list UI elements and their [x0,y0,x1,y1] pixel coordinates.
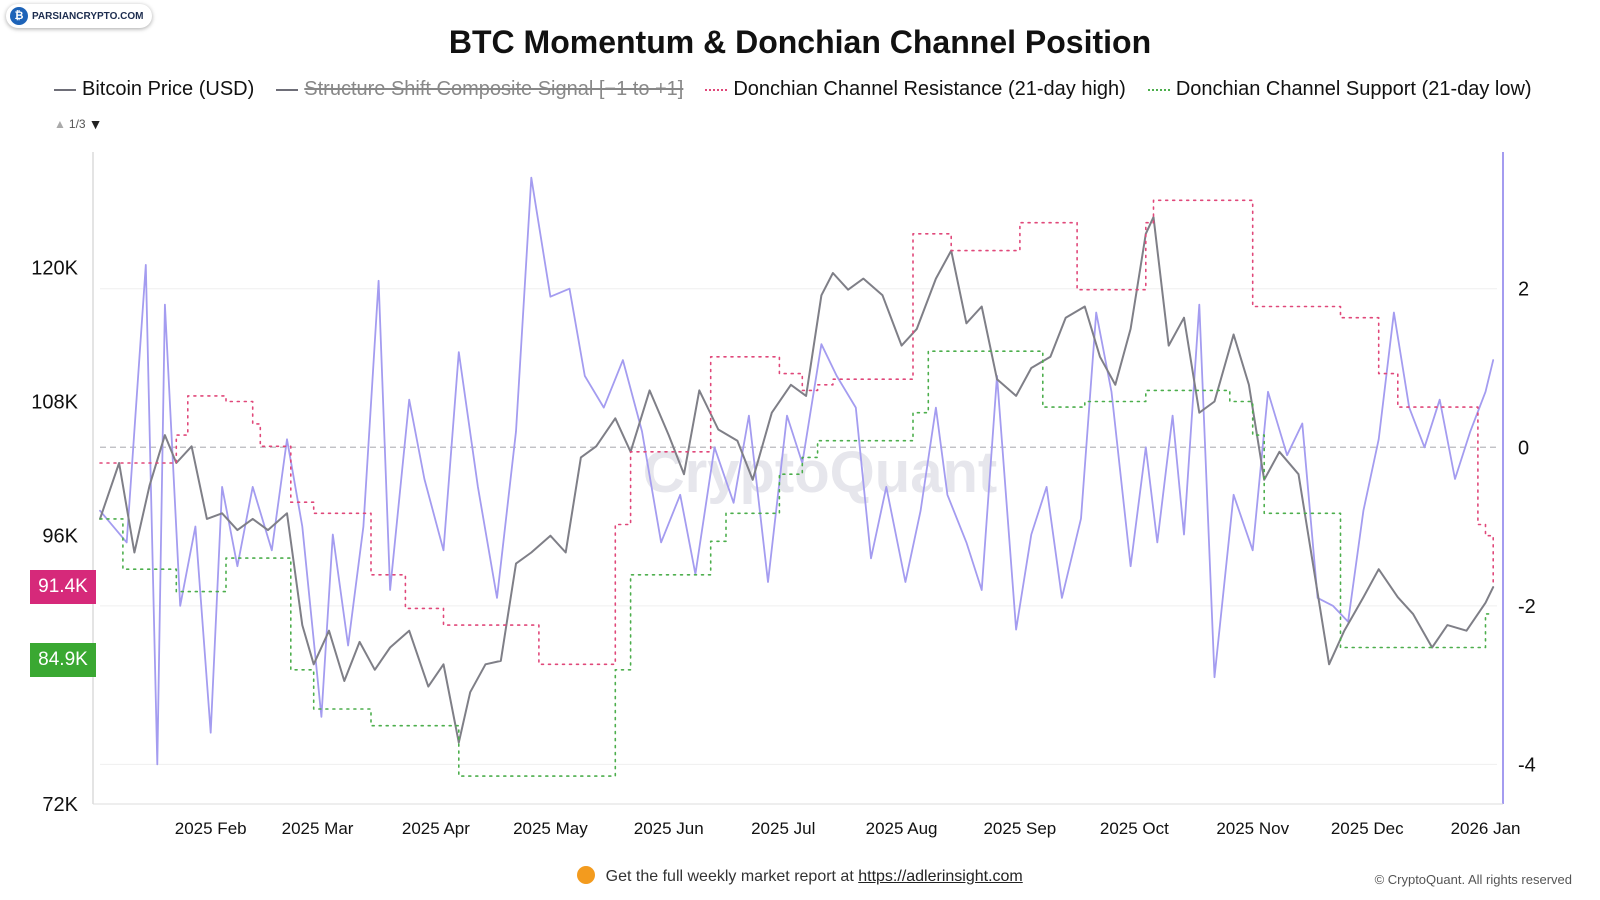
legend-item-price[interactable]: Bitcoin Price (USD) [54,78,254,101]
y-left-tick-label: 72K [42,794,78,816]
bitcoin-icon: ₿ [10,7,28,25]
x-tick-label: 2026 Jan [1451,819,1521,838]
price-tag: 84.9K [30,642,96,677]
footer-note: Get the full weekly market report at htt… [0,866,1600,886]
site-badge-label: PARSIANCRYPTO.COM [32,10,144,22]
y-right-tick-label: 0 [1518,437,1529,459]
x-tick-label: 2025 Jun [634,819,704,838]
x-tick-label: 2025 Jul [751,819,815,838]
legend-item-signal[interactable]: Structure Shift Composite Signal [−1 to … [276,78,683,101]
legend-swatch-resistance [705,88,728,91]
site-badge[interactable]: ₿ PARSIANCRYPTO.COM [6,4,152,28]
x-tick-label: 2025 May [513,819,588,838]
x-tick-label: 2025 Oct [1100,819,1169,838]
footer-text: Get the full weekly market report at [605,868,854,885]
chart-title: BTC Momentum & Donchian Channel Position [448,24,1152,60]
pager-label: 1/3 [68,117,86,131]
legend-swatch-support [1147,88,1170,91]
watermark: CryptoQuant [643,440,997,505]
footer-link[interactable]: https://adlerinsight.com [858,868,1023,885]
legend-swatch-price [54,88,76,91]
y-left-tick-label: 96K [42,526,78,548]
coin-icon [577,866,596,884]
legend-label-price: Bitcoin Price (USD) [82,78,255,100]
series-line-donchian-channel-resistance-21-day-high [99,199,1494,666]
series-line-structure-shift-composite-signal-1-to-1 [99,176,1495,766]
grid-layer [100,288,1497,765]
series-layer [99,176,1495,777]
y-left-tick-label: 108K [31,392,78,414]
x-tick-label: 2025 Aug [866,819,938,838]
x-tick-label: 2025 Nov [1216,819,1289,838]
legend-item-support[interactable]: Donchian Channel Support (21-day low) [1147,78,1532,101]
chart-legend: Bitcoin Price (USD) Structure Shift Comp… [54,78,1532,101]
series-line-donchian-channel-support-21-day-low [99,350,1494,777]
legend-label-signal: Structure Shift Composite Signal [−1 to … [304,78,684,100]
series-line-bitcoin-price-usd [99,216,1495,744]
x-tick-label: 2025 Apr [402,819,470,838]
x-tick-label: 2025 Dec [1331,819,1404,838]
legend-item-resistance[interactable]: Donchian Channel Resistance (21-day high… [705,78,1126,101]
x-tick-label: 2025 Feb [175,819,247,838]
copyright: © CryptoQuant. All rights reserved [1374,872,1572,887]
legend-label-resistance: Donchian Channel Resistance (21-day high… [733,78,1126,100]
pager-down-icon[interactable]: ▼ [88,116,103,132]
y-right-tick-label: -2 [1518,596,1536,618]
y-right-tick-label: -4 [1518,754,1536,776]
y-left-tick-label: 120K [31,257,78,279]
legend-swatch-signal [276,88,299,91]
y-right-tick-label: 2 [1518,279,1529,301]
legend-pager: ▲ 1/3 ▼ [54,116,102,132]
axis-layer: 120K 108K 96K 72K 2 0 -2 -4 2025 Feb 2025 Mar 2025… [31,152,1536,838]
x-tick-label: 2025 Sep [983,819,1056,838]
legend-label-support: Donchian Channel Support (21-day low) [1175,78,1532,100]
pager-up-icon[interactable]: ▲ [54,117,66,131]
price-tag: 91.4K [30,570,96,605]
x-tick-label: 2025 Mar [282,819,354,838]
